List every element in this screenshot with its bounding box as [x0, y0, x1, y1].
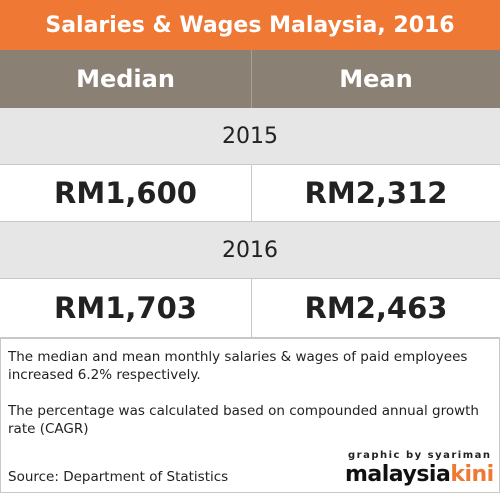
title: Salaries & Wages Malaysia, 2016	[0, 0, 500, 50]
source: Source: Department of Statistics	[8, 469, 229, 485]
value-cell: RM2,312	[252, 165, 500, 222]
year-row: 2016	[0, 222, 500, 279]
brand-logo: malaysiakini	[345, 462, 494, 487]
brand-left: malaysia	[345, 462, 451, 487]
value-cell: RM1,600	[0, 165, 252, 222]
note: The percentage was calculated based on c…	[8, 403, 479, 437]
value-cell: RM2,463	[252, 279, 500, 338]
year-row: 2015	[0, 108, 500, 165]
byline: graphic by syariman	[348, 450, 492, 461]
brand-right: kini	[450, 462, 494, 487]
column-header: Median	[0, 50, 252, 108]
note: The median and mean monthly salaries & w…	[8, 349, 468, 383]
value-cell: RM1,703	[0, 279, 252, 338]
column-header: Mean	[252, 50, 500, 108]
